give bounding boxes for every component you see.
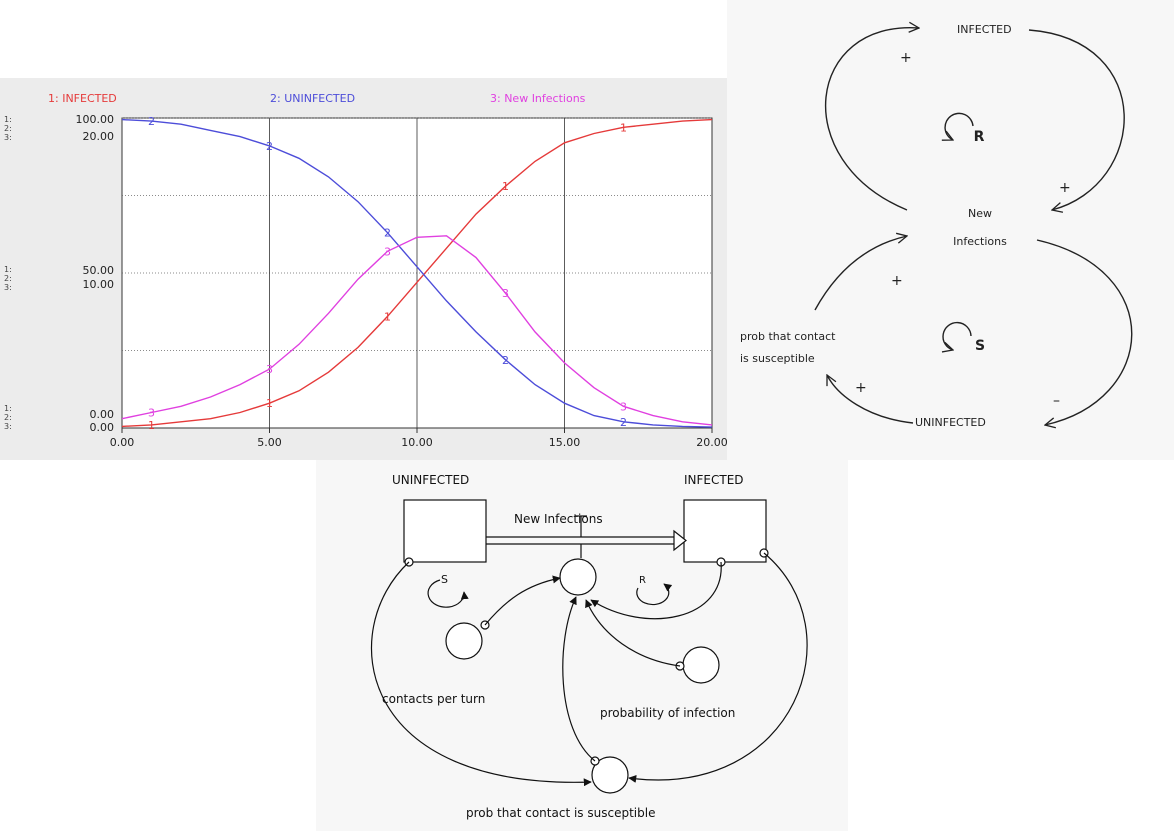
x-tick-label: 10.00 bbox=[401, 436, 433, 449]
stock-infected bbox=[683, 499, 767, 563]
stock-uninfected-label: UNINFECTED bbox=[392, 473, 469, 487]
causal-loop-diagram: INFECTED New Infections prob that contac… bbox=[740, 0, 1133, 429]
series-marker-1: 1 bbox=[384, 310, 391, 323]
series-marker-2: 2 bbox=[266, 140, 273, 153]
converter-prob-contact-susceptible-label: prob that contact is susceptible bbox=[466, 806, 655, 820]
polarity-plus-4: + bbox=[855, 380, 867, 396]
series-layer: 1 1 1 1 1 2 2 2 2 2 3 3 3 3 3 bbox=[121, 115, 713, 432]
loop-label-r: R bbox=[974, 129, 985, 145]
series-marker-3: 3 bbox=[502, 287, 509, 300]
node-uninfected: UNINFECTED bbox=[915, 416, 986, 429]
series-marker-2: 2 bbox=[384, 227, 391, 240]
svg-text:2:: 2: bbox=[4, 124, 12, 133]
svg-text:1:: 1: bbox=[4, 115, 12, 124]
node-prob-line2: is susceptible bbox=[740, 352, 815, 365]
svg-text:3:: 3: bbox=[4, 283, 12, 292]
connector-contacts-to-new-infections bbox=[484, 575, 561, 626]
polarity-minus: – bbox=[1053, 393, 1060, 409]
connector-uninfected-to-prob bbox=[371, 561, 592, 787]
y-label-mid-secondary: 10.00 bbox=[83, 278, 115, 291]
probability-of-infection-converter bbox=[682, 646, 720, 684]
series-marker-3: 3 bbox=[266, 363, 273, 376]
series-marker-1: 1 bbox=[266, 397, 273, 410]
series-line-1 bbox=[121, 118, 713, 428]
converter-contacts-per-turn-label: contacts per turn bbox=[382, 692, 485, 706]
reinforcing-loop-icon bbox=[945, 112, 974, 140]
simulation-graph-panel: 1: INFECTED 2: UNINFECTED 3: New Infecti… bbox=[0, 78, 728, 460]
link-new-infections-to-uninfected bbox=[1036, 239, 1133, 425]
stock-infected-label: INFECTED bbox=[684, 473, 744, 487]
connector-probability-to-new-infections bbox=[585, 599, 681, 667]
converter-probability-of-infection-label: probability of infection bbox=[600, 706, 735, 720]
x-tick-label: 15.00 bbox=[549, 436, 581, 449]
polarity-plus-2: + bbox=[1059, 180, 1071, 196]
connector-prob-to-new-infections bbox=[562, 596, 596, 762]
stock-uninfected bbox=[403, 499, 487, 563]
x-axis-ticks: 0.00 5.00 10.00 15.00 20.00 bbox=[110, 428, 728, 449]
series-line-2 bbox=[121, 118, 713, 428]
series-marker-3: 3 bbox=[384, 245, 391, 258]
legend-infected: 1: INFECTED bbox=[48, 92, 117, 105]
series-marker-2: 2 bbox=[620, 416, 627, 429]
new-infections-converter bbox=[559, 558, 597, 596]
causal-loop-diagram-panel: INFECTED New Infections prob that contac… bbox=[727, 0, 1174, 460]
x-tick-label: 20.00 bbox=[696, 436, 728, 449]
node-new-infections-line2: Infections bbox=[953, 235, 1007, 248]
y-label-mid-primary: 50.00 bbox=[83, 264, 115, 277]
series-marker-1: 1 bbox=[502, 180, 509, 193]
node-new-infections-line1: New bbox=[968, 207, 992, 220]
simulation-graph: 1: INFECTED 2: UNINFECTED 3: New Infecti… bbox=[4, 92, 728, 449]
series-line-3 bbox=[121, 235, 713, 426]
loop-s-label: S bbox=[441, 573, 448, 586]
series-marker-2: 2 bbox=[502, 354, 509, 367]
link-infected-to-new-infections bbox=[1028, 29, 1125, 210]
link-prob-to-new-infections bbox=[814, 236, 907, 311]
stock-flow-diagram: UNINFECTED INFECTED New Infections conta… bbox=[371, 473, 808, 820]
series-marker-3: 3 bbox=[148, 407, 155, 420]
node-prob-line1: prob that contact bbox=[740, 330, 836, 343]
y-label-bottom-secondary: 0.00 bbox=[90, 421, 115, 434]
svg-text:2:: 2: bbox=[4, 413, 12, 422]
polarity-plus-1: + bbox=[900, 50, 912, 66]
y-label-top-primary: 100.00 bbox=[76, 113, 115, 126]
y-label-bottom-primary: 0.00 bbox=[90, 408, 115, 421]
plot-grid bbox=[122, 117, 712, 428]
svg-text:1:: 1: bbox=[4, 404, 12, 413]
loop-label-s: S bbox=[975, 338, 985, 354]
series-marker-1: 1 bbox=[148, 419, 155, 432]
loop-r-label: R bbox=[639, 575, 646, 586]
y-label-top-secondary: 20.00 bbox=[83, 130, 115, 143]
balancing-loop-icon bbox=[943, 321, 972, 350]
legend-uninfected: 2: UNINFECTED bbox=[270, 92, 355, 105]
polarity-plus-3: + bbox=[891, 273, 903, 289]
connector-infected-to-new-infections bbox=[590, 561, 722, 620]
axis-scale-markers: 1:2:3: 1:2:3: 1:2:3: bbox=[4, 115, 12, 431]
connector-infected-to-prob bbox=[628, 552, 808, 783]
node-infected: INFECTED bbox=[957, 23, 1012, 36]
legend-new-infections: 3: New Infections bbox=[490, 92, 586, 105]
svg-text:2:: 2: bbox=[4, 274, 12, 283]
flow-pipe bbox=[486, 529, 687, 552]
series-marker-3: 3 bbox=[620, 400, 627, 413]
stock-flow-diagram-panel: UNINFECTED INFECTED New Infections conta… bbox=[316, 460, 848, 831]
svg-text:3:: 3: bbox=[4, 422, 12, 431]
x-tick-label: 0.00 bbox=[110, 436, 135, 449]
series-marker-1: 1 bbox=[620, 121, 627, 134]
balancing-loop-icon bbox=[427, 579, 469, 608]
series-marker-2: 2 bbox=[148, 115, 155, 128]
x-tick-label: 5.00 bbox=[257, 436, 282, 449]
prob-contact-susceptible-converter bbox=[591, 756, 629, 794]
svg-text:3:: 3: bbox=[4, 133, 12, 142]
contacts-per-turn-converter bbox=[445, 622, 483, 660]
link-uninfected-to-prob bbox=[827, 375, 914, 424]
reinforcing-loop-icon bbox=[636, 583, 673, 606]
link-new-infections-to-infected bbox=[824, 28, 919, 211]
flow-new-infections-label: New Infections bbox=[514, 512, 603, 526]
svg-text:1:: 1: bbox=[4, 265, 12, 274]
